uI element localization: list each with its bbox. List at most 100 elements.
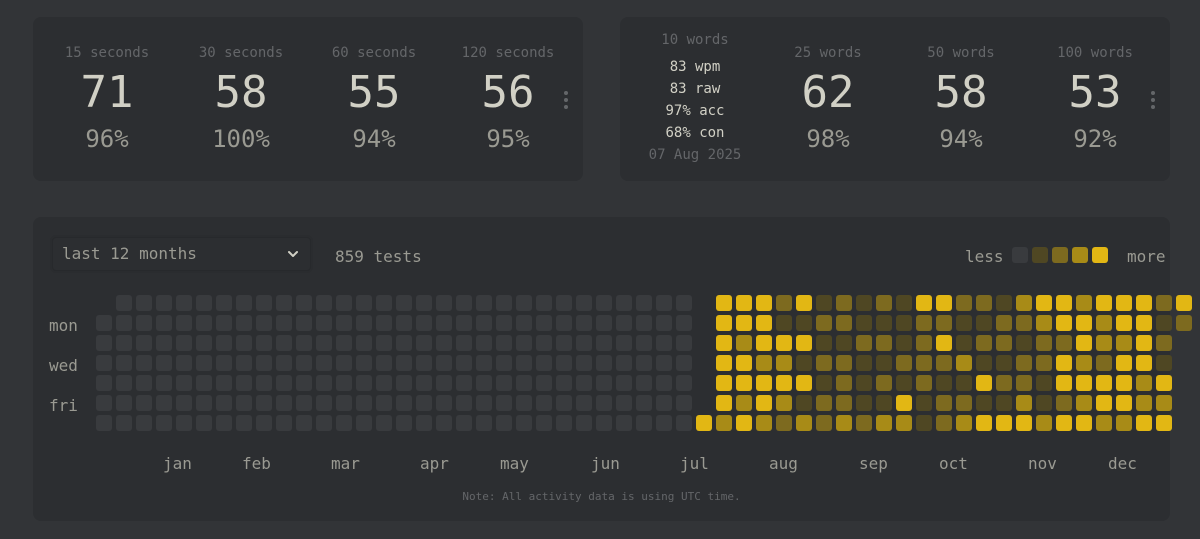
activity-day-cell[interactable] — [1096, 415, 1112, 431]
activity-day-cell[interactable] — [236, 395, 252, 411]
activity-day-cell[interactable] — [936, 395, 952, 411]
activity-day-cell[interactable] — [1096, 335, 1112, 351]
activity-day-cell[interactable] — [1156, 395, 1172, 411]
activity-day-cell[interactable] — [636, 395, 652, 411]
activity-day-cell[interactable] — [676, 335, 692, 351]
activity-day-cell[interactable] — [636, 355, 652, 371]
activity-day-cell[interactable] — [1116, 355, 1132, 371]
activity-day-cell[interactable] — [456, 395, 472, 411]
activity-day-cell[interactable] — [636, 315, 652, 331]
activity-day-cell[interactable] — [176, 395, 192, 411]
range-select[interactable]: last 12 months — [50, 235, 313, 273]
activity-day-cell[interactable] — [976, 355, 992, 371]
activity-day-cell[interactable] — [756, 355, 772, 371]
activity-day-cell[interactable] — [1056, 315, 1072, 331]
activity-day-cell[interactable] — [396, 315, 412, 331]
activity-day-cell[interactable] — [116, 315, 132, 331]
activity-day-cell[interactable] — [576, 415, 592, 431]
activity-day-cell[interactable] — [276, 355, 292, 371]
activity-day-cell[interactable] — [916, 415, 932, 431]
activity-day-cell[interactable] — [296, 335, 312, 351]
activity-day-cell[interactable] — [736, 295, 752, 311]
activity-day-cell[interactable] — [596, 395, 612, 411]
activity-day-cell[interactable] — [996, 375, 1012, 391]
activity-day-cell[interactable] — [256, 295, 272, 311]
activity-day-cell[interactable] — [496, 375, 512, 391]
activity-day-cell[interactable] — [1036, 395, 1052, 411]
activity-day-cell[interactable] — [336, 415, 352, 431]
activity-day-cell[interactable] — [336, 295, 352, 311]
activity-day-cell[interactable] — [576, 395, 592, 411]
activity-day-cell[interactable] — [336, 335, 352, 351]
activity-day-cell[interactable] — [1016, 315, 1032, 331]
activity-day-cell[interactable] — [876, 395, 892, 411]
activity-day-cell[interactable] — [1156, 375, 1172, 391]
activity-day-cell[interactable] — [516, 415, 532, 431]
activity-day-cell[interactable] — [196, 335, 212, 351]
activity-day-cell[interactable] — [836, 355, 852, 371]
activity-day-cell[interactable] — [776, 355, 792, 371]
activity-day-cell[interactable] — [516, 335, 532, 351]
activity-day-cell[interactable] — [396, 415, 412, 431]
activity-day-cell[interactable] — [316, 355, 332, 371]
activity-day-cell[interactable] — [396, 335, 412, 351]
activity-day-cell[interactable] — [656, 355, 672, 371]
activity-day-cell[interactable] — [376, 415, 392, 431]
activity-day-cell[interactable] — [156, 355, 172, 371]
activity-day-cell[interactable] — [196, 375, 212, 391]
activity-day-cell[interactable] — [316, 315, 332, 331]
activity-day-cell[interactable] — [376, 295, 392, 311]
activity-day-cell[interactable] — [596, 375, 612, 391]
activity-day-cell[interactable] — [1056, 415, 1072, 431]
activity-day-cell[interactable] — [1176, 315, 1192, 331]
activity-day-cell[interactable] — [956, 315, 972, 331]
activity-day-cell[interactable] — [96, 355, 112, 371]
activity-day-cell[interactable] — [556, 335, 572, 351]
activity-day-cell[interactable] — [1116, 415, 1132, 431]
activity-day-cell[interactable] — [516, 295, 532, 311]
activity-day-cell[interactable] — [1076, 355, 1092, 371]
activity-day-cell[interactable] — [896, 375, 912, 391]
activity-day-cell[interactable] — [996, 295, 1012, 311]
activity-day-cell[interactable] — [996, 395, 1012, 411]
activity-day-cell[interactable] — [236, 355, 252, 371]
activity-day-cell[interactable] — [1136, 375, 1152, 391]
activity-day-cell[interactable] — [1096, 315, 1112, 331]
activity-day-cell[interactable] — [596, 335, 612, 351]
activity-day-cell[interactable] — [316, 375, 332, 391]
activity-day-cell[interactable] — [736, 335, 752, 351]
activity-day-cell[interactable] — [1096, 355, 1112, 371]
activity-day-cell[interactable] — [1116, 295, 1132, 311]
activity-day-cell[interactable] — [816, 395, 832, 411]
activity-day-cell[interactable] — [316, 395, 332, 411]
activity-day-cell[interactable] — [916, 355, 932, 371]
activity-day-cell[interactable] — [436, 395, 452, 411]
activity-day-cell[interactable] — [1016, 295, 1032, 311]
activity-day-cell[interactable] — [536, 395, 552, 411]
activity-day-cell[interactable] — [136, 395, 152, 411]
activity-day-cell[interactable] — [336, 375, 352, 391]
activity-day-cell[interactable] — [1116, 335, 1132, 351]
activity-day-cell[interactable] — [776, 415, 792, 431]
activity-day-cell[interactable] — [96, 335, 112, 351]
activity-day-cell[interactable] — [856, 315, 872, 331]
activity-day-cell[interactable] — [1076, 395, 1092, 411]
activity-day-cell[interactable] — [536, 375, 552, 391]
activity-day-cell[interactable] — [396, 295, 412, 311]
activity-day-cell[interactable] — [716, 335, 732, 351]
activity-day-cell[interactable] — [716, 395, 732, 411]
activity-day-cell[interactable] — [216, 395, 232, 411]
activity-day-cell[interactable] — [96, 315, 112, 331]
activity-day-cell[interactable] — [956, 355, 972, 371]
activity-day-cell[interactable] — [216, 355, 232, 371]
activity-day-cell[interactable] — [676, 395, 692, 411]
activity-day-cell[interactable] — [436, 375, 452, 391]
activity-day-cell[interactable] — [676, 375, 692, 391]
activity-day-cell[interactable] — [636, 375, 652, 391]
activity-day-cell[interactable] — [1116, 315, 1132, 331]
activity-day-cell[interactable] — [276, 315, 292, 331]
activity-day-cell[interactable] — [616, 295, 632, 311]
activity-day-cell[interactable] — [496, 335, 512, 351]
activity-day-cell[interactable] — [136, 355, 152, 371]
activity-day-cell[interactable] — [256, 395, 272, 411]
